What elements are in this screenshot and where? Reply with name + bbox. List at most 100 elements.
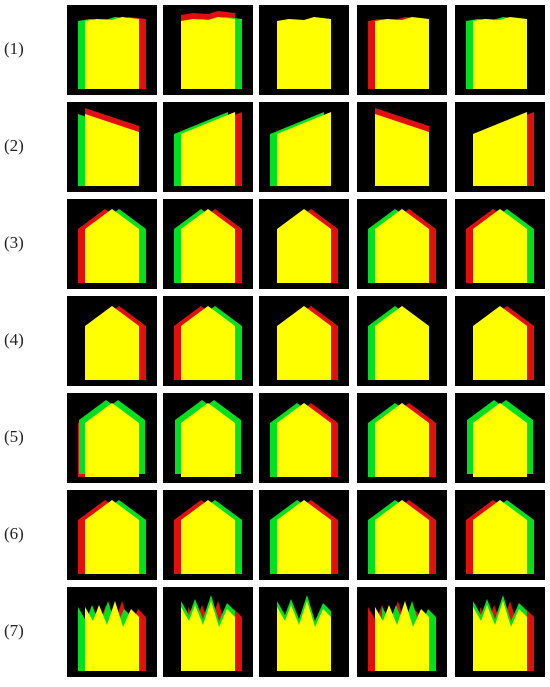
yellow-overlap (277, 17, 331, 89)
tile-image (277, 209, 338, 283)
tile-image (368, 601, 436, 671)
tile-image (473, 595, 534, 671)
tile-image (368, 306, 429, 380)
yellow-overlap (85, 209, 139, 283)
yellow-overlap (181, 112, 235, 186)
figure-tile (357, 102, 447, 192)
row-label: (7) (4, 621, 24, 640)
yellow-overlap (375, 601, 429, 671)
tile-image (473, 306, 534, 380)
row-label: (6) (4, 524, 24, 543)
tile-image (466, 209, 534, 283)
tile-image (270, 112, 331, 186)
figure-tile (259, 5, 349, 95)
tile-image (368, 500, 436, 574)
figure-tile (259, 199, 349, 289)
yellow-overlap (277, 500, 331, 574)
yellow-overlap (473, 500, 527, 574)
figure-tile (357, 199, 447, 289)
tile-image (368, 403, 436, 477)
yellow-overlap (181, 500, 235, 574)
tile-image (277, 17, 331, 89)
figure-tile (67, 199, 157, 289)
yellow-overlap (375, 403, 429, 477)
yellow-overlap (277, 112, 331, 186)
yellow-overlap (473, 209, 527, 283)
tile-image (174, 209, 242, 283)
tile-image (375, 108, 429, 186)
yellow-overlap (375, 209, 429, 283)
row-label: (2) (4, 136, 24, 155)
tile-image (78, 400, 145, 477)
figure-tile (357, 5, 447, 95)
yellow-overlap (375, 114, 429, 186)
tile-image (78, 500, 146, 574)
yellow-overlap (473, 601, 527, 671)
yellow-overlap (85, 17, 139, 89)
figure-tile (259, 587, 349, 677)
figure-tile (67, 587, 157, 677)
yellow-overlap (85, 403, 139, 477)
tile-image (277, 306, 338, 380)
tile-image (78, 209, 146, 283)
tile-image (78, 108, 139, 186)
figure-tile (163, 587, 253, 677)
yellow-overlap (85, 500, 139, 574)
figure-tile (163, 199, 253, 289)
row-label: (4) (4, 330, 24, 349)
tile-image (270, 403, 338, 477)
figure-tile (357, 587, 447, 677)
yellow-overlap (181, 601, 235, 671)
tile-image (85, 306, 146, 380)
figure-tile (67, 490, 157, 580)
figure-tile (163, 393, 253, 483)
tile-image (368, 209, 436, 283)
yellow-overlap (375, 500, 429, 574)
figure-tile (259, 490, 349, 580)
figure-tile (67, 102, 157, 192)
figure-tile (357, 490, 447, 580)
yellow-overlap (277, 306, 331, 380)
tile-image (78, 601, 146, 671)
figure-tile (455, 393, 545, 483)
figure-tile (163, 490, 253, 580)
yellow-overlap (181, 306, 235, 380)
yellow-overlap (277, 209, 331, 283)
tile-image (473, 112, 534, 186)
yellow-overlap (181, 403, 235, 477)
yellow-overlap (181, 17, 235, 89)
figure-tile (357, 393, 447, 483)
yellow-overlap (473, 403, 527, 477)
yellow-overlap (85, 306, 139, 380)
figure-tile (455, 587, 545, 677)
figure-tile (259, 393, 349, 483)
row-label: (5) (4, 427, 24, 446)
yellow-overlap (375, 17, 429, 89)
figure-tile (163, 296, 253, 386)
tile-image (277, 595, 331, 671)
tile-image (181, 11, 242, 89)
figure-tile (455, 296, 545, 386)
yellow-overlap (473, 112, 527, 186)
tile-image (174, 500, 242, 574)
figure-tile (455, 199, 545, 289)
yellow-overlap (277, 601, 331, 671)
figure-tile (163, 102, 253, 192)
tile-image (466, 17, 527, 89)
tile-image (175, 400, 241, 477)
figure-tile (67, 393, 157, 483)
figure-tile (455, 102, 545, 192)
tile-image (181, 595, 242, 671)
figure-tile (67, 5, 157, 95)
figure-tile (455, 5, 545, 95)
row-label: (3) (4, 233, 24, 252)
yellow-overlap (85, 601, 139, 671)
yellow-overlap (85, 114, 139, 186)
tile-image (467, 400, 533, 477)
yellow-overlap (277, 403, 331, 477)
figure-tile (455, 490, 545, 580)
figure-tile (259, 296, 349, 386)
row-label: (1) (4, 39, 24, 58)
yellow-overlap (181, 209, 235, 283)
